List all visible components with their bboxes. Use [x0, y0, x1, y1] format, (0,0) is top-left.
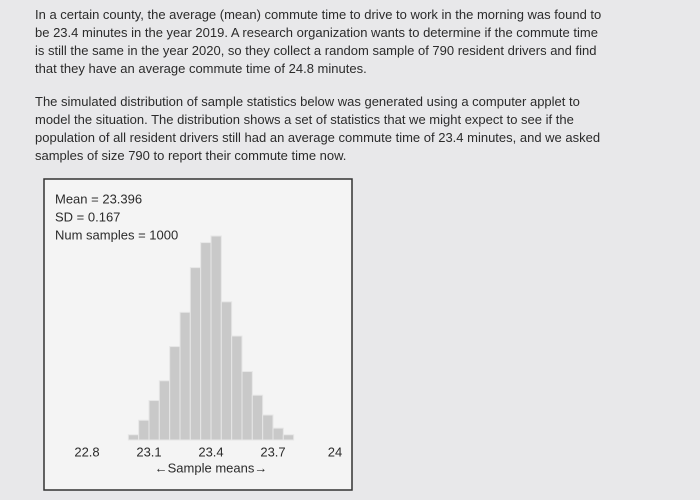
bar [241, 371, 253, 441]
x-tick-label: 23.1 [136, 444, 161, 459]
bar [127, 434, 140, 441]
text-line: population of all resident drivers still… [35, 130, 601, 145]
bar [189, 267, 202, 441]
x-axis-label: ←Sample means→ [155, 460, 268, 475]
bar [231, 335, 243, 441]
bar [148, 400, 160, 441]
bar [158, 380, 171, 441]
bar [138, 419, 150, 441]
text-line: model the situation. The distribution sh… [35, 112, 574, 127]
bar [169, 346, 181, 441]
text-line: be 23.4 minutes in the year 2019. A rese… [35, 25, 598, 40]
bar [200, 242, 212, 441]
stat-label: Mean = 23.396 [55, 191, 142, 206]
bar [262, 414, 274, 441]
paragraph: The simulated distribution of sample sta… [35, 93, 600, 165]
x-tick-label: 23.7 [260, 444, 285, 459]
bar [272, 427, 284, 441]
stat-label: Num samples = 1000 [55, 227, 178, 242]
bar [251, 394, 264, 441]
bar [282, 434, 295, 441]
bar [210, 235, 222, 441]
text-line: samples of size 790 to report their comm… [35, 148, 347, 163]
stat-label: SD = 0.167 [55, 209, 120, 224]
x-tick-label: 23.4 [198, 444, 223, 459]
text-line: In a certain county, the average (mean) … [35, 7, 602, 22]
text-line: that they have an average commute time o… [35, 61, 367, 76]
bar [220, 301, 233, 441]
bar [179, 311, 191, 441]
x-tick-label: 24 [328, 444, 342, 459]
paragraph: In a certain county, the average (mean) … [35, 6, 601, 78]
x-tick-label: 22.8 [74, 444, 99, 459]
histogram-chart: 22.8 23.1 23.4 23.7 24 ←Sample means→ Mean = 2… [43, 178, 353, 491]
text-line: is still the same in the year 2020, so t… [35, 43, 597, 58]
text-line: The simulated distribution of sample sta… [35, 94, 580, 109]
